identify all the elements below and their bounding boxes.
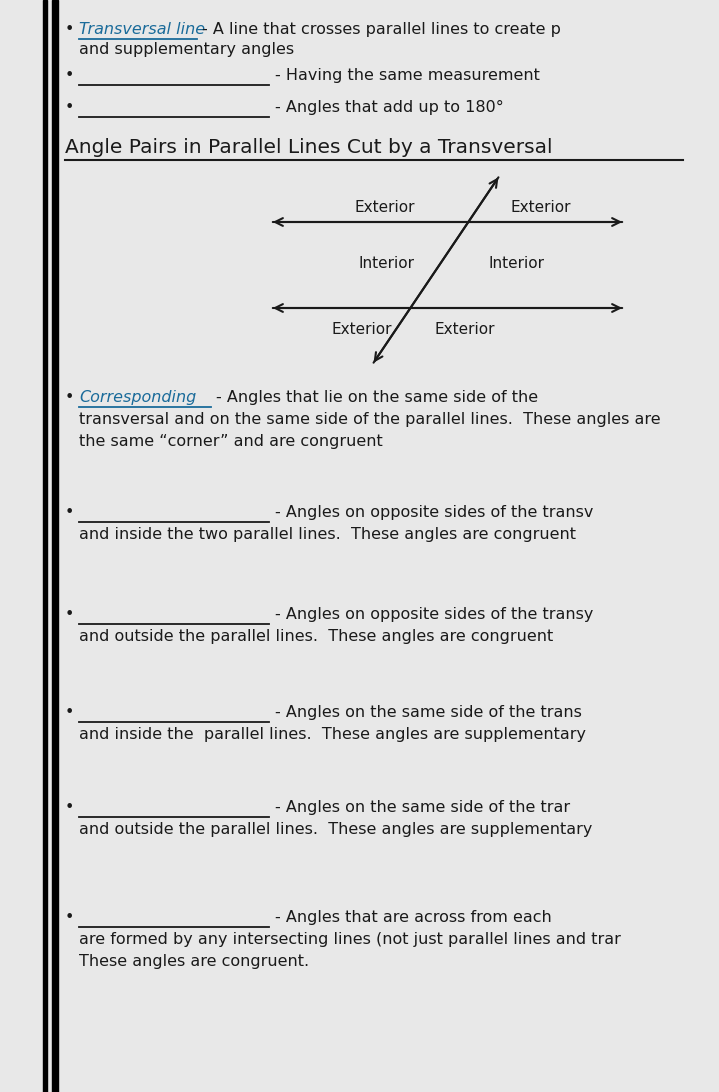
Text: Exterior: Exterior — [354, 200, 415, 214]
Text: - Angles on the same side of the trans: - Angles on the same side of the trans — [275, 705, 582, 720]
Text: •: • — [65, 505, 74, 520]
Text: - Angles that are across from each: - Angles that are across from each — [275, 910, 551, 925]
Text: and inside the two parallel lines.  These angles are congruent: and inside the two parallel lines. These… — [79, 527, 576, 542]
Text: Exterior: Exterior — [510, 200, 570, 214]
Text: •: • — [65, 800, 74, 815]
Text: - Having the same measurement: - Having the same measurement — [275, 68, 540, 83]
Bar — [52, 0, 58, 1092]
Text: •: • — [65, 390, 74, 405]
Text: and supplementary angles: and supplementary angles — [79, 41, 294, 57]
Text: transversal and on the same side of the parallel lines.  These angles are: transversal and on the same side of the … — [79, 412, 661, 427]
Text: - Angles that add up to 180°: - Angles that add up to 180° — [275, 100, 504, 115]
Text: Exterior: Exterior — [331, 322, 392, 337]
Text: •: • — [65, 705, 74, 720]
Text: - A line that crosses parallel lines to create p: - A line that crosses parallel lines to … — [202, 22, 561, 37]
Text: - Angles on opposite sides of the transv: - Angles on opposite sides of the transv — [275, 505, 593, 520]
Text: and outside the parallel lines.  These angles are congruent: and outside the parallel lines. These an… — [79, 629, 553, 644]
Bar — [43, 0, 47, 1092]
Text: - Angles that lie on the same side of the: - Angles that lie on the same side of th… — [216, 390, 539, 405]
Text: - Angles on the same side of the trar: - Angles on the same side of the trar — [275, 800, 570, 815]
Text: the same “corner” and are congruent: the same “corner” and are congruent — [79, 434, 383, 449]
Text: are formed by any intersecting lines (not just parallel lines and trar: are formed by any intersecting lines (no… — [79, 931, 621, 947]
Text: •: • — [65, 22, 74, 37]
Text: •: • — [65, 607, 74, 622]
Text: •: • — [65, 68, 74, 83]
Text: Angle Pairs in Parallel Lines Cut by a Transversal: Angle Pairs in Parallel Lines Cut by a T… — [65, 138, 552, 157]
Text: Interior: Interior — [359, 256, 415, 271]
Text: Transversal line: Transversal line — [79, 22, 205, 37]
Text: and inside the  parallel lines.  These angles are supplementary: and inside the parallel lines. These ang… — [79, 727, 586, 741]
Text: •: • — [65, 100, 74, 115]
Text: Corresponding: Corresponding — [79, 390, 196, 405]
Text: Exterior: Exterior — [435, 322, 495, 337]
Text: •: • — [65, 910, 74, 925]
Text: - Angles on opposite sides of the transy: - Angles on opposite sides of the transy — [275, 607, 593, 622]
Text: and outside the parallel lines.  These angles are supplementary: and outside the parallel lines. These an… — [79, 822, 592, 836]
Text: Interior: Interior — [488, 256, 544, 271]
Text: These angles are congruent.: These angles are congruent. — [79, 954, 309, 969]
